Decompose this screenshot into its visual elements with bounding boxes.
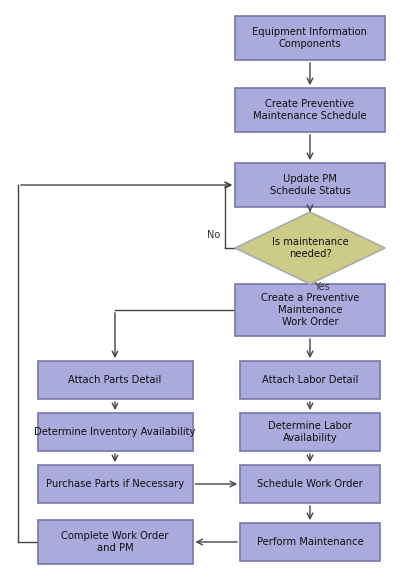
Polygon shape — [235, 212, 385, 284]
Text: Yes: Yes — [314, 282, 330, 292]
Text: Attach Parts Detail: Attach Parts Detail — [68, 375, 162, 385]
FancyBboxPatch shape — [37, 465, 193, 503]
Text: Purchase Parts if Necessary: Purchase Parts if Necessary — [46, 479, 184, 489]
FancyBboxPatch shape — [235, 163, 385, 207]
Text: Perform Maintenance: Perform Maintenance — [257, 537, 363, 547]
Text: Complete Work Order
and PM: Complete Work Order and PM — [61, 531, 169, 553]
Text: Equipment Information
Components: Equipment Information Components — [252, 27, 368, 49]
FancyBboxPatch shape — [37, 361, 193, 399]
FancyBboxPatch shape — [240, 465, 380, 503]
Text: Update PM
Schedule Status: Update PM Schedule Status — [269, 174, 350, 196]
Text: Determine Inventory Availability: Determine Inventory Availability — [34, 427, 196, 437]
Text: Determine Labor
Availability: Determine Labor Availability — [268, 421, 352, 443]
FancyBboxPatch shape — [240, 523, 380, 561]
FancyBboxPatch shape — [37, 520, 193, 564]
Text: Create a Preventive
Maintenance
Work Order: Create a Preventive Maintenance Work Ord… — [261, 293, 359, 327]
FancyBboxPatch shape — [240, 361, 380, 399]
FancyBboxPatch shape — [235, 16, 385, 60]
Text: Schedule Work Order: Schedule Work Order — [257, 479, 363, 489]
Text: Is maintenance
needed?: Is maintenance needed? — [271, 237, 348, 259]
Text: Create Preventive
Maintenance Schedule: Create Preventive Maintenance Schedule — [253, 99, 367, 121]
FancyBboxPatch shape — [235, 284, 385, 336]
FancyBboxPatch shape — [240, 413, 380, 451]
FancyBboxPatch shape — [37, 413, 193, 451]
Text: Attach Labor Detail: Attach Labor Detail — [262, 375, 358, 385]
FancyBboxPatch shape — [235, 88, 385, 132]
Text: No: No — [207, 230, 220, 240]
